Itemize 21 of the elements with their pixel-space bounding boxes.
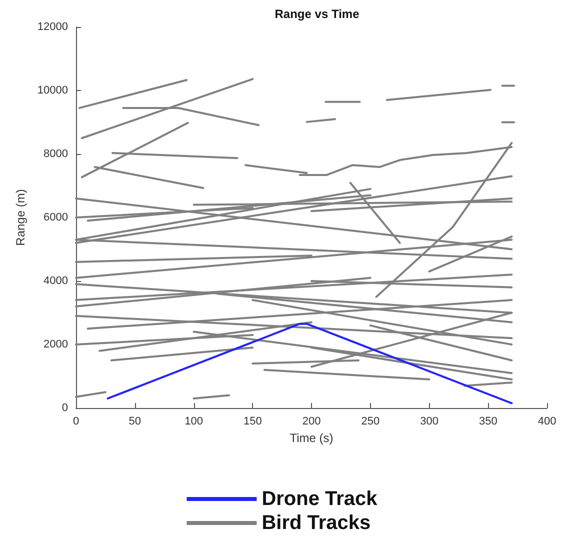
y-tick-label: 8000: [44, 148, 68, 160]
y-tick-label: 12000: [37, 21, 68, 33]
x-tick-label: 50: [128, 416, 141, 428]
x-tick-label: 150: [243, 416, 262, 428]
x-tick-label: 350: [478, 416, 498, 428]
legend-label: Drone Track: [262, 488, 378, 510]
legend-label: Bird Tracks: [262, 512, 371, 534]
chart-title: Range vs Time: [274, 7, 360, 21]
y-tick-label: 2000: [44, 338, 68, 350]
x-axis-title: Time (s): [290, 430, 334, 445]
x-tick-label: 200: [302, 416, 321, 428]
y-tick-label: 4000: [44, 275, 68, 287]
y-tick-label: 10000: [37, 84, 68, 96]
x-tick-label: 100: [184, 416, 203, 428]
y-tick-label: 6000: [44, 212, 68, 224]
x-tick-label: 400: [538, 416, 556, 428]
x-tick-label: 0: [72, 416, 80, 428]
y-axis-title: Range (m): [14, 189, 28, 246]
y-tick-label: 0: [62, 402, 68, 414]
x-tick-label: 250: [361, 416, 380, 428]
x-tick-label: 300: [420, 416, 438, 428]
